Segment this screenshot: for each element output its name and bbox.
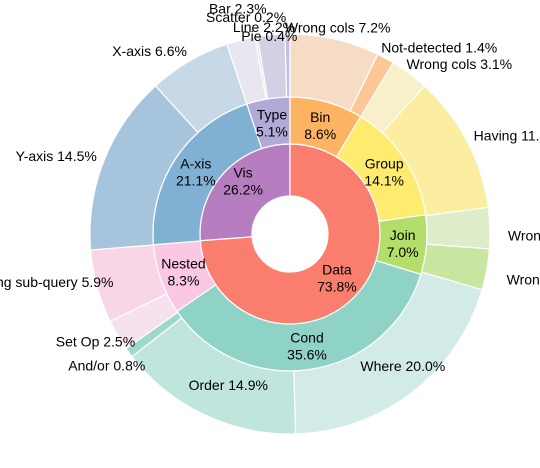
middle-name-nested: Nested — [161, 256, 205, 272]
middle-value-type: 5.1% — [256, 123, 288, 139]
outer-label-not-detected: Not-detected 1.4% — [381, 40, 497, 56]
outer-label-wrong-cols-join: Wrong cols 3.3% — [507, 272, 540, 288]
outer-label-line: Line 2.2% — [233, 19, 295, 35]
outer-label-wrong-cols-bin: Wrong cols 7.2% — [285, 19, 391, 35]
outer-label-x-axis: X-axis 6.6% — [112, 43, 187, 59]
middle-name-join: Join — [390, 227, 416, 243]
outer-label-having: Having 11.1% — [474, 127, 540, 143]
outer-label-bar: Bar 2.3% — [209, 1, 267, 17]
outer-label-wrong-tables: Wrong tables 3.3% — [508, 228, 540, 244]
middle-name-bin: Bin — [310, 109, 330, 125]
middle-value-bin: 8.6% — [304, 126, 336, 142]
middle-value-a-xis: 21.1% — [176, 173, 216, 189]
middle-value-group: 14.1% — [364, 173, 404, 189]
middle-name-cond: Cond — [290, 330, 323, 346]
outer-label-and-or: And/or 0.8% — [68, 358, 145, 374]
outer-label-set-op: Set Op 2.5% — [56, 333, 135, 349]
inner-name-vis: Vis — [233, 164, 252, 180]
outer-label-y-axis: Y-axis 14.5% — [16, 148, 97, 164]
middle-value-nested: 8.3% — [168, 273, 200, 289]
outer-label-pie: Pie 0.4% — [241, 28, 297, 44]
middle-value-cond: 35.6% — [287, 347, 327, 363]
middle-name-a-xis: A-xis — [180, 156, 211, 172]
segments-layer — [89, 33, 491, 435]
middle-name-group: Group — [365, 156, 404, 172]
middle-name-type: Type — [257, 106, 288, 122]
outer-ring-segment-wrong-cols-bin — [289, 33, 379, 112]
inner-value-data: 73.8% — [317, 279, 357, 295]
outer-label-wrong-cols-group: Wrong cols 3.1% — [407, 56, 513, 72]
outer-label-wrong-sub-query: Wrong sub-query 5.9% — [0, 274, 113, 290]
inner-name-data: Data — [322, 262, 352, 278]
outer-label-scatter: Scatter 0.2% — [206, 9, 286, 25]
outer-label-where: Where 20.0% — [360, 358, 445, 374]
inner-value-vis: 26.2% — [223, 181, 263, 197]
outer-label-order: Order 14.9% — [189, 377, 268, 393]
middle-value-join: 7.0% — [387, 244, 419, 260]
